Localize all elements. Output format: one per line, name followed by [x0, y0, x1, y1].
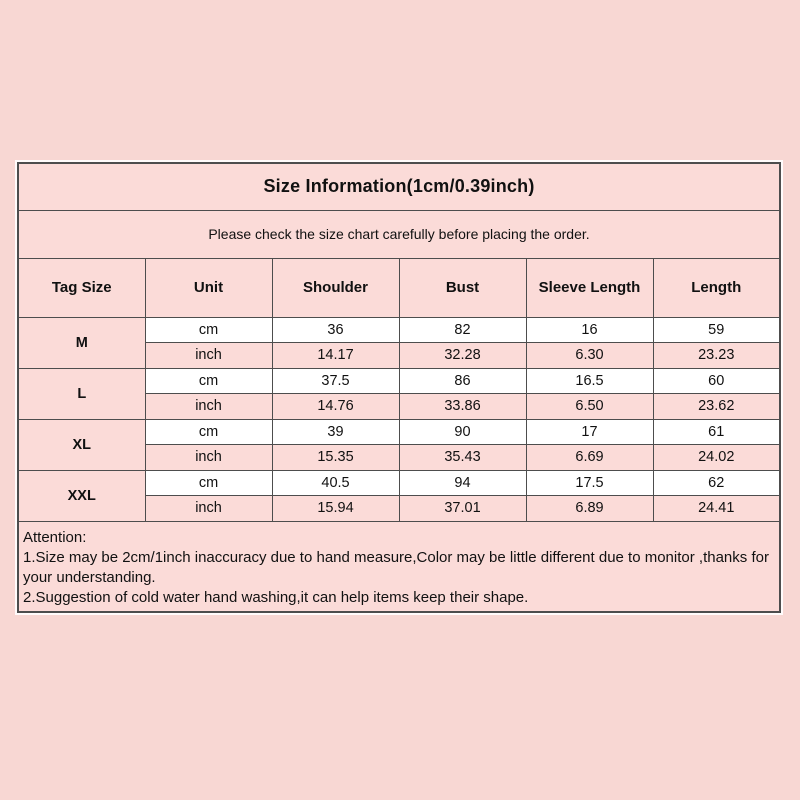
- tag-size-cell-l: L: [17, 367, 146, 420]
- attention-block: Attention: 1.Size may be 2cm/1inch inacc…: [17, 520, 781, 613]
- header-row: Tag Size Unit Shoulder Bust Sleeve Lengt…: [17, 257, 781, 318]
- value-cell: 23.62: [652, 393, 781, 420]
- value-cell: 59: [652, 316, 781, 343]
- value-cell: 6.50: [525, 393, 654, 420]
- unit-cell: cm: [144, 367, 273, 394]
- attention-line-2: 2.Suggestion of cold water hand washing,…: [23, 589, 529, 606]
- value-cell: 82: [398, 316, 527, 343]
- col-header-unit: Unit: [144, 257, 273, 318]
- value-cell: 94: [398, 469, 527, 496]
- tag-size-cell-m: M: [17, 316, 146, 369]
- attention-line-1: 1.Size may be 2cm/1inch inaccuracy due t…: [23, 549, 769, 586]
- value-cell: 62: [652, 469, 781, 496]
- value-cell: 32.28: [398, 342, 527, 369]
- attention-row: Attention: 1.Size may be 2cm/1inch inacc…: [17, 520, 781, 613]
- size-table-title: Size Information(1cm/0.39inch): [17, 162, 781, 211]
- value-cell: 61: [652, 418, 781, 445]
- value-cell: 90: [398, 418, 527, 445]
- table-row-xl-cm: XL cm 39 90 17 61: [17, 418, 781, 471]
- size-table: Size Information(1cm/0.39inch) Please ch…: [17, 162, 781, 613]
- value-cell: 6.89: [525, 495, 654, 522]
- col-header-sleeve-length: Sleeve Length: [525, 257, 654, 318]
- table-row-l-inch: inch 14.76 33.86 6.50 23.62: [18, 393, 781, 420]
- attention-heading: Attention:: [23, 529, 87, 546]
- col-header-shoulder: Shoulder: [271, 257, 400, 318]
- table-row-xl-inch: inch 15.35 35.43 6.69 24.02: [18, 444, 781, 471]
- value-cell: 6.30: [525, 342, 654, 369]
- value-cell: 6.69: [525, 444, 654, 471]
- table-row-l-cm: L cm 37.5 86 16.5 60: [17, 367, 781, 420]
- value-cell: 33.86: [398, 393, 527, 420]
- unit-cell: cm: [144, 316, 273, 343]
- value-cell: 23.23: [652, 342, 781, 369]
- subtitle-row: Please check the size chart carefully be…: [17, 209, 781, 259]
- value-cell: 37.5: [271, 367, 400, 394]
- value-cell: 16.5: [525, 367, 654, 394]
- value-cell: 15.35: [271, 444, 400, 471]
- value-cell: 40.5: [271, 469, 400, 496]
- value-cell: 24.02: [652, 444, 781, 471]
- table-row-xxl-cm: XXL cm 40.5 94 17.5 62: [17, 469, 781, 522]
- size-table-subtitle: Please check the size chart carefully be…: [17, 209, 781, 259]
- value-cell: 60: [652, 367, 781, 394]
- unit-cell: cm: [144, 418, 273, 445]
- unit-cell: cm: [144, 469, 273, 496]
- tag-size-cell-xl: XL: [17, 418, 146, 471]
- value-cell: 14.76: [271, 393, 400, 420]
- table-row-xxl-inch: inch 15.94 37.01 6.89 24.41: [18, 495, 781, 522]
- value-cell: 17.5: [525, 469, 654, 496]
- value-cell: 37.01: [398, 495, 527, 522]
- value-cell: 15.94: [271, 495, 400, 522]
- value-cell: 86: [398, 367, 527, 394]
- value-cell: 17: [525, 418, 654, 445]
- title-row: Size Information(1cm/0.39inch): [17, 162, 781, 211]
- unit-cell: inch: [144, 342, 273, 369]
- table-row-m-inch: inch 14.17 32.28 6.30 23.23: [18, 342, 781, 369]
- unit-cell: inch: [144, 444, 273, 471]
- value-cell: 16: [525, 316, 654, 343]
- col-header-bust: Bust: [398, 257, 527, 318]
- value-cell: 14.17: [271, 342, 400, 369]
- col-header-tag-size: Tag Size: [17, 257, 146, 318]
- unit-cell: inch: [144, 495, 273, 522]
- unit-cell: inch: [144, 393, 273, 420]
- value-cell: 24.41: [652, 495, 781, 522]
- value-cell: 39: [271, 418, 400, 445]
- col-header-length: Length: [652, 257, 781, 318]
- value-cell: 35.43: [398, 444, 527, 471]
- table-row-m-cm: M cm 36 82 16 59: [17, 316, 781, 369]
- value-cell: 36: [271, 316, 400, 343]
- tag-size-cell-xxl: XXL: [17, 469, 146, 522]
